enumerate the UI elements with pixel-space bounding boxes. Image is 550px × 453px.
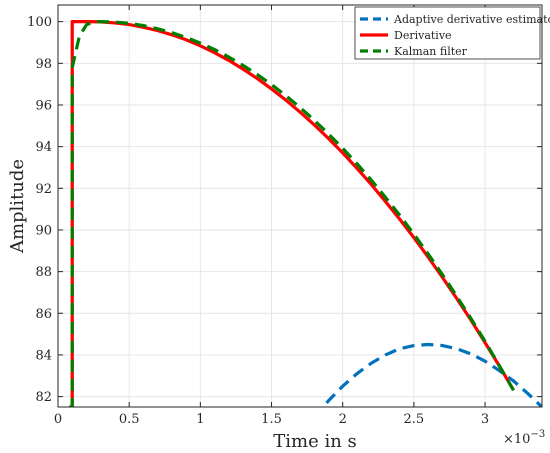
x-axis-label: Time in s bbox=[273, 431, 357, 452]
legend-label-adaptive-derivative-estimator: Adaptive derivative estimator bbox=[393, 13, 550, 26]
x-tick-label: 2 bbox=[339, 412, 347, 427]
y-tick-label: 92 bbox=[35, 182, 52, 197]
y-tick-label: 84 bbox=[35, 348, 52, 363]
x-exponent-label: ×10−3 bbox=[503, 429, 545, 447]
x-tick-label: 3 bbox=[481, 412, 489, 427]
series-line-adaptive-derivative-estimator bbox=[321, 342, 542, 407]
plot-frame bbox=[57, 4, 543, 408]
y-tick-label: 82 bbox=[35, 390, 52, 405]
x-tick-label: 0 bbox=[54, 412, 62, 427]
x-tick-label: 1.5 bbox=[261, 412, 282, 427]
x-tick-label: 1 bbox=[196, 412, 204, 427]
grid bbox=[57, 5, 542, 407]
series-line-kalman-filter bbox=[69, 20, 515, 407]
y-tick-label: 90 bbox=[35, 223, 52, 238]
plot-area bbox=[58, 5, 542, 407]
x-exponent-power: −3 bbox=[530, 429, 545, 440]
y-tick-label: 86 bbox=[35, 307, 52, 322]
y-tick-label: 94 bbox=[35, 140, 52, 155]
y-tick-label: 88 bbox=[35, 265, 52, 280]
x-exponent-base: ×10 bbox=[503, 432, 530, 447]
legend-label-derivative: Derivative bbox=[394, 29, 452, 42]
x-tick-label: 2.5 bbox=[404, 412, 425, 427]
y-tick-label: 100 bbox=[27, 15, 52, 30]
x-tick-label: 0.5 bbox=[119, 412, 140, 427]
legend-label-kalman-filter: Kalman filter bbox=[394, 45, 468, 58]
y-tick-label: 98 bbox=[35, 57, 52, 72]
series-layer bbox=[69, 20, 542, 407]
legend: Adaptive derivative estimator Derivative K… bbox=[354, 6, 550, 60]
y-axis-label: Amplitude bbox=[7, 159, 28, 254]
ticks bbox=[57, 5, 542, 407]
tick-labels: 0 0.5 1 1.5 2 2.5 3 82 84 86 88 90 92 94 96 98 100 bbox=[27, 15, 489, 427]
y-tick-label: 96 bbox=[35, 98, 52, 113]
legend-box bbox=[354, 6, 541, 60]
